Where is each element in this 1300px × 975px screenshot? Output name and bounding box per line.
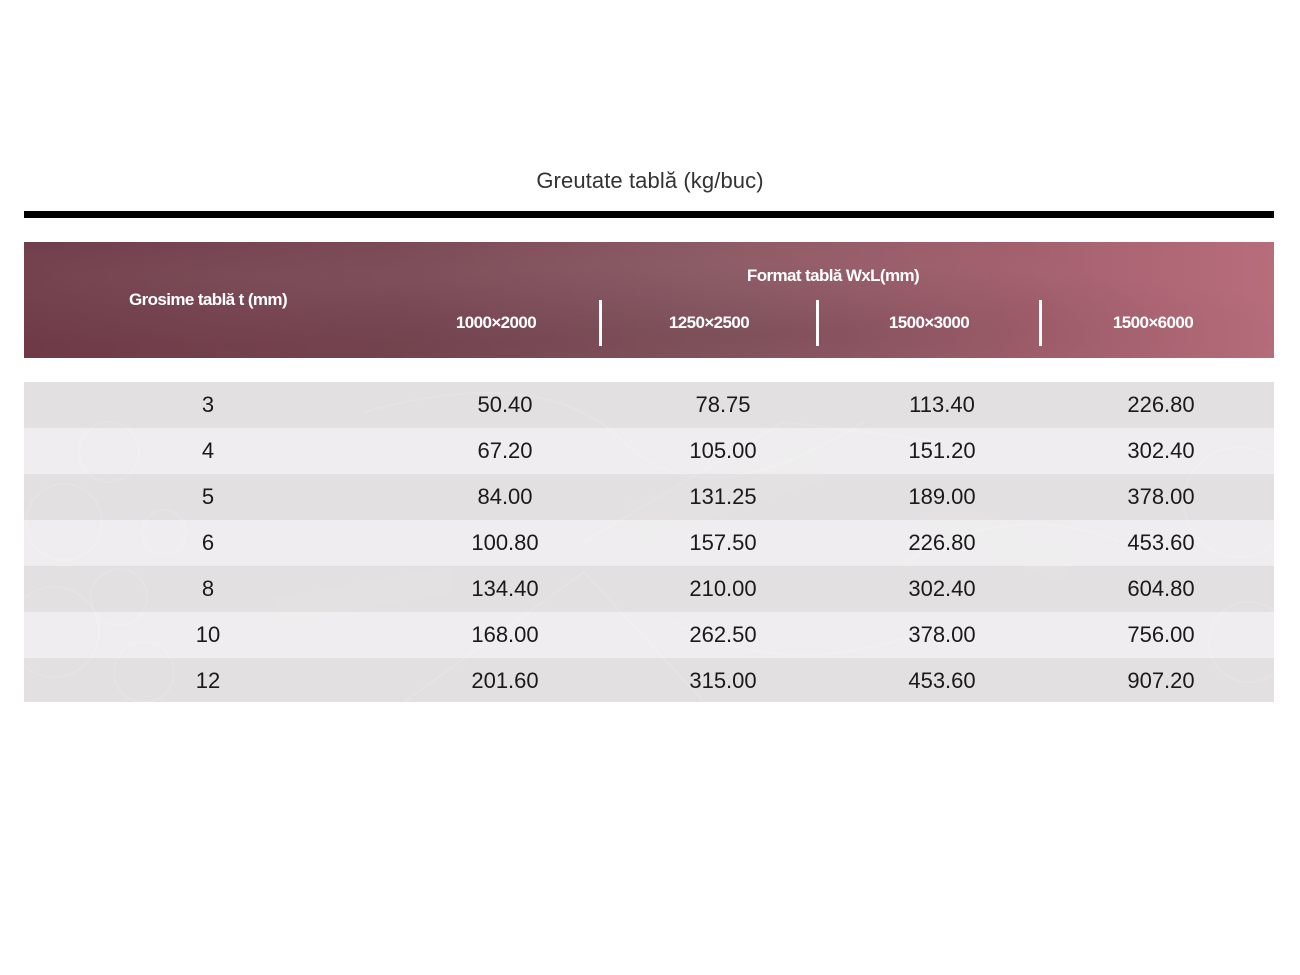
weight-cell: 168.00 bbox=[471, 622, 539, 647]
weight-cell: 302.40 bbox=[908, 576, 976, 601]
weight-cell: 453.60 bbox=[1127, 530, 1195, 555]
table-row: 10 168.00 262.50 378.00 756.00 bbox=[24, 612, 1274, 658]
thickness-cell: 6 bbox=[201, 530, 215, 555]
weight-cell: 78.75 bbox=[695, 392, 751, 417]
weight-cell: 604.80 bbox=[1127, 576, 1195, 601]
thickness-cell: 10 bbox=[195, 622, 221, 647]
weight-cell: 262.50 bbox=[689, 622, 757, 647]
format-size-row: 1000×2000 1250×2500 1500×3000 1500×6000 bbox=[392, 300, 1274, 346]
table-row: 12 201.60 315.00 453.60 907.20 bbox=[24, 658, 1274, 702]
weight-cell: 131.25 bbox=[689, 484, 757, 509]
thickness-cell: 5 bbox=[201, 484, 215, 509]
table-row: 6 100.80 157.50 226.80 453.60 bbox=[24, 520, 1274, 566]
weight-cell: 315.00 bbox=[689, 668, 757, 693]
thickness-cell: 12 bbox=[195, 668, 221, 693]
weight-cell: 378.00 bbox=[1127, 484, 1195, 509]
thickness-cell: 4 bbox=[201, 438, 215, 463]
table-header: Grosime tablă t (mm) Format tablă WxL(mm… bbox=[24, 242, 1274, 358]
weight-cell: 134.40 bbox=[471, 576, 539, 601]
table-row: 4 67.20 105.00 151.20 302.40 bbox=[24, 428, 1274, 474]
weight-cell: 50.40 bbox=[477, 392, 533, 417]
weight-cell: 907.20 bbox=[1127, 668, 1195, 693]
format-column-header: 1500×6000 bbox=[1112, 313, 1194, 332]
page-title: Greutate tablă (kg/buc) bbox=[536, 168, 764, 193]
weight-cell: 189.00 bbox=[908, 484, 976, 509]
title-divider bbox=[24, 211, 1274, 218]
column-divider bbox=[599, 300, 602, 346]
weight-cell: 157.50 bbox=[689, 530, 757, 555]
weight-cell: 226.80 bbox=[908, 530, 976, 555]
format-group-header: Format tablă WxL(mm) bbox=[746, 266, 920, 285]
weight-cell: 756.00 bbox=[1127, 622, 1195, 647]
table-row: 8 134.40 210.00 302.40 604.80 bbox=[24, 566, 1274, 612]
weight-cell: 378.00 bbox=[908, 622, 976, 647]
weight-cell: 453.60 bbox=[908, 668, 976, 693]
weight-cell: 67.20 bbox=[477, 438, 533, 463]
weight-cell: 100.80 bbox=[471, 530, 539, 555]
thickness-cell: 8 bbox=[201, 576, 215, 601]
format-column-header: 1250×2500 bbox=[668, 313, 750, 332]
weight-cell: 201.60 bbox=[471, 668, 539, 693]
column-divider bbox=[1039, 300, 1042, 346]
thickness-cell: 3 bbox=[201, 392, 215, 417]
table-body: 3 50.40 78.75 113.40 226.80 4 67.20 105.… bbox=[24, 382, 1274, 702]
table-row: 5 84.00 131.25 189.00 378.00 bbox=[24, 474, 1274, 520]
thickness-column-header: Grosime tablă t (mm) bbox=[128, 290, 288, 309]
weight-cell: 210.00 bbox=[689, 576, 757, 601]
format-column-header: 1500×3000 bbox=[888, 313, 970, 332]
weight-cell: 226.80 bbox=[1127, 392, 1195, 417]
table-row: 3 50.40 78.75 113.40 226.80 bbox=[24, 382, 1274, 428]
weight-cell: 113.40 bbox=[909, 392, 975, 417]
weight-cell: 105.00 bbox=[689, 438, 757, 463]
weight-cell: 151.20 bbox=[908, 438, 976, 463]
weight-cell: 84.00 bbox=[477, 484, 533, 509]
weight-cell: 302.40 bbox=[1127, 438, 1195, 463]
format-column-header: 1000×2000 bbox=[455, 313, 537, 332]
column-divider bbox=[816, 300, 819, 346]
